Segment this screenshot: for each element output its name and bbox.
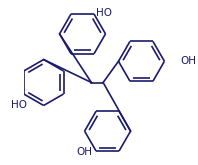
Text: HO: HO [96,8,112,18]
Text: OH: OH [181,56,197,66]
Text: OH: OH [77,147,93,157]
Text: HO: HO [11,100,28,111]
